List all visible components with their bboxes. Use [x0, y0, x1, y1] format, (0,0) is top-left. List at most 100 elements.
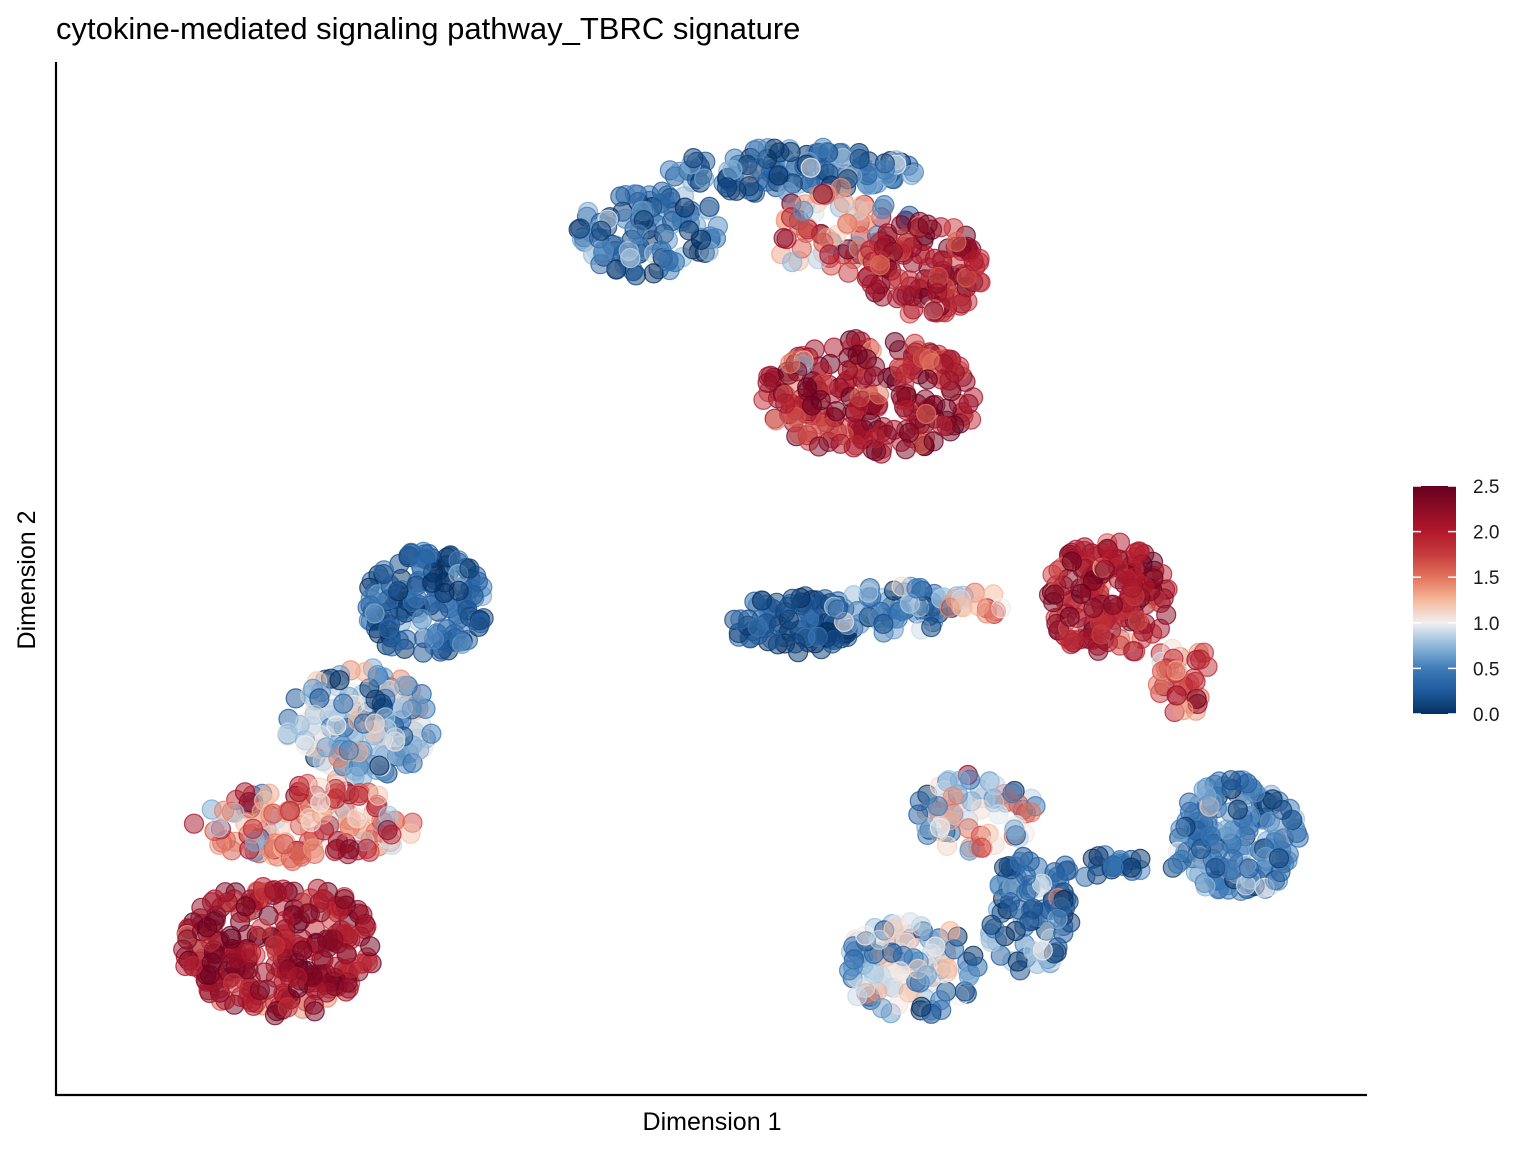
data-point — [334, 888, 355, 910]
data-point — [881, 942, 903, 963]
data-point — [1151, 661, 1173, 682]
data-point — [1061, 551, 1082, 572]
data-point — [916, 965, 938, 986]
data-point — [971, 837, 992, 858]
data-point — [336, 943, 357, 965]
data-point — [716, 177, 738, 198]
data-point — [1050, 897, 1071, 918]
data-point — [264, 935, 285, 956]
data-point — [957, 291, 978, 312]
data-point — [338, 740, 359, 761]
data-point — [842, 956, 864, 977]
data-point — [208, 817, 229, 838]
data-point — [329, 670, 350, 691]
data-point — [773, 228, 794, 249]
data-point — [849, 148, 870, 169]
data-point — [837, 360, 858, 381]
data-point — [277, 997, 298, 1018]
data-point — [871, 998, 893, 1019]
data-point — [381, 636, 402, 657]
data-point — [177, 929, 198, 950]
data-point — [888, 268, 910, 290]
data-point — [368, 785, 389, 806]
data-point — [326, 715, 347, 736]
data-point — [221, 928, 242, 949]
data-point — [421, 723, 442, 744]
data-point — [917, 369, 938, 390]
data-point — [1197, 656, 1218, 677]
data-point — [981, 914, 1002, 935]
data-point — [958, 393, 979, 415]
data-point — [989, 876, 1010, 897]
data-point — [625, 265, 647, 286]
data-point — [869, 255, 891, 276]
data-point — [830, 433, 851, 454]
data-point — [1059, 606, 1080, 627]
data-point — [808, 436, 830, 457]
data-point — [958, 818, 979, 839]
legend-tick-label: 0.0 — [1473, 705, 1499, 726]
data-point — [751, 590, 773, 611]
data-point — [896, 232, 918, 253]
data-point — [837, 213, 858, 234]
data-point — [348, 785, 369, 806]
data-point — [1185, 671, 1206, 692]
data-point — [214, 800, 235, 821]
data-point — [874, 159, 895, 180]
data-point — [852, 195, 873, 216]
data-point — [406, 587, 427, 609]
data-point — [896, 400, 917, 421]
data-point — [1200, 825, 1221, 846]
data-point — [251, 918, 272, 939]
data-point — [847, 396, 869, 417]
data-point — [889, 961, 911, 982]
data-point — [287, 967, 308, 988]
data-point — [780, 353, 801, 374]
data-point — [369, 755, 390, 776]
data-point — [780, 141, 801, 163]
data-point — [377, 819, 398, 841]
data-point — [407, 694, 428, 715]
data-point — [643, 263, 664, 284]
data-point — [921, 616, 942, 638]
data-point — [911, 996, 932, 1018]
data-point — [1059, 629, 1080, 651]
data-point — [872, 198, 893, 219]
data-point — [826, 401, 847, 422]
data-point — [1121, 857, 1142, 878]
data-point — [413, 642, 434, 663]
data-point — [356, 838, 377, 860]
data-point — [1019, 911, 1040, 932]
data-point — [909, 790, 930, 812]
data-point — [289, 714, 310, 736]
data-point — [470, 612, 491, 634]
chart-title: cytokine-mediated signaling pathway_TBRC… — [56, 11, 800, 46]
data-point — [916, 403, 937, 425]
color-legend: 2.5 2.0 1.5 1.0 0.5 0.0 — [1413, 477, 1499, 726]
data-point — [338, 978, 359, 999]
data-point — [823, 629, 845, 651]
data-point — [249, 980, 270, 1001]
data-point — [1235, 875, 1257, 896]
data-point — [1238, 820, 1259, 841]
data-point — [1122, 577, 1143, 599]
data-point — [627, 224, 649, 245]
data-point — [683, 148, 704, 169]
data-point — [303, 838, 324, 859]
data-point — [861, 274, 882, 295]
data-point — [819, 244, 840, 265]
data-point — [295, 735, 316, 756]
data-point — [1227, 799, 1248, 820]
data-point — [1123, 640, 1144, 662]
data-point — [1094, 559, 1116, 580]
data-point — [610, 186, 631, 207]
data-point — [1007, 951, 1028, 972]
data-point — [796, 377, 818, 398]
data-point — [884, 332, 906, 353]
data-point — [1102, 594, 1124, 616]
data-point — [593, 240, 614, 261]
data-point — [800, 157, 821, 178]
data-point — [923, 431, 944, 452]
data-point — [1128, 541, 1150, 562]
data-point — [722, 159, 743, 180]
